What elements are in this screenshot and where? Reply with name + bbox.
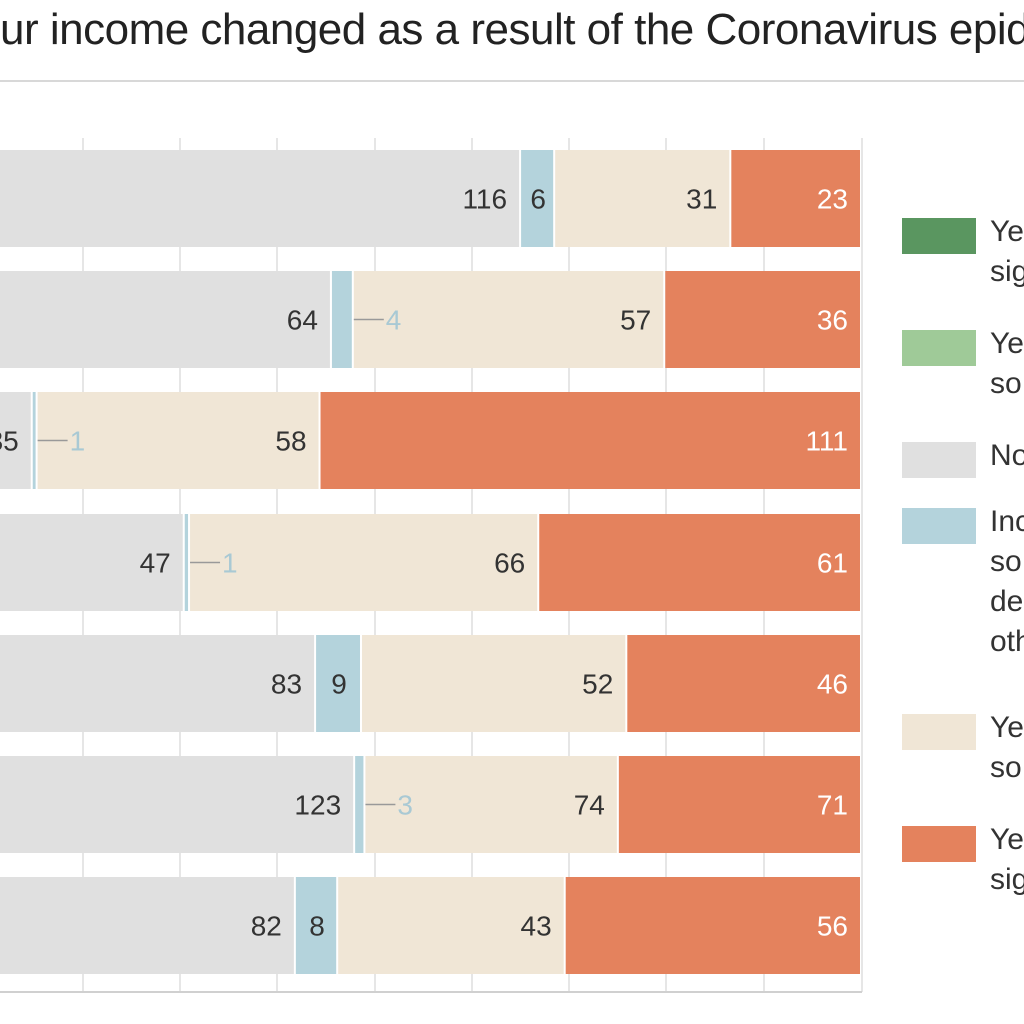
data-label: 6 [530, 184, 546, 215]
legend-swatch [902, 442, 976, 478]
legend-label: Ye sig [990, 215, 1024, 288]
bar-segment-no [0, 392, 31, 489]
data-label: 46 [817, 669, 848, 700]
bar-row: 56 43 8 82 [0, 877, 860, 974]
data-label: 83 [271, 669, 302, 700]
bar-segment-increased-some-decreased-other [184, 514, 189, 611]
data-label: 116 [462, 184, 507, 215]
data-label: 36 [817, 305, 848, 336]
data-label: 9 [331, 669, 347, 700]
data-label: 57 [620, 305, 651, 336]
data-label: 8 [309, 911, 325, 942]
data-label: 31 [686, 184, 717, 215]
bar-segment-yes-decreased-significantly [627, 635, 860, 732]
bar-segment-no [0, 756, 354, 853]
bar-segment-yes-decreased-significantly [320, 392, 860, 489]
data-label: 111 [805, 426, 848, 457]
bar-segment-no [0, 635, 315, 732]
data-label: 43 [521, 911, 552, 942]
legend-label: No [990, 439, 1024, 472]
bar-segment-yes-decreased-somewhat [362, 635, 626, 732]
bar-segment-yes-decreased-somewhat [338, 877, 564, 974]
legend-swatch [902, 218, 976, 254]
data-label: 1 [222, 548, 238, 579]
data-label: 82 [251, 911, 282, 942]
bar-row: 7174312321 [0, 756, 860, 853]
bar-segment-yes-decreased-significantly [565, 877, 860, 974]
legend-label: Ye sig [990, 823, 1024, 896]
data-label: 1 [70, 426, 86, 457]
bar-segment-no [0, 150, 520, 247]
data-label: 74 [574, 790, 605, 821]
bar-segment-increased-some-decreased-other [331, 271, 352, 368]
legend-swatch [902, 826, 976, 862]
bar-segment-yes-decreased-somewhat [555, 150, 730, 247]
legend-label: Inc so de oth [990, 505, 1024, 658]
data-label: 66 [494, 548, 525, 579]
bar-row: 616614714 [0, 514, 860, 611]
bar-segment-no [0, 877, 294, 974]
data-label: 4 [386, 305, 402, 336]
bar-segment-yes-decreased-somewhat [365, 756, 617, 853]
bar-row: 46529836 [0, 635, 860, 732]
data-label: 56 [817, 911, 848, 942]
title-divider [0, 80, 1024, 82]
bar-segment-increased-some-decreased-other [316, 635, 360, 732]
bar-segment-yes-decreased-somewhat [190, 514, 538, 611]
bar-segment-increased-some-decreased-other [355, 756, 364, 853]
data-label: 3 [397, 790, 413, 821]
bar-row: 111 58 1 35 [0, 392, 860, 489]
bar-segment-increased-some-decreased-other [521, 150, 554, 247]
legend-label: Ye so [990, 711, 1024, 784]
data-label: 71 [817, 790, 848, 821]
chart-title: ur income changed as a result of the Cor… [0, 5, 1024, 54]
data-label: 23 [817, 184, 848, 215]
legend-label: Ye so [990, 327, 1024, 400]
data-label: 58 [275, 426, 306, 457]
legend-swatch [902, 714, 976, 750]
bar-segment-yes-decreased-somewhat [353, 271, 664, 368]
data-label: 123 [294, 790, 341, 821]
legend-swatch [902, 508, 976, 544]
bar-segment-yes-decreased-significantly [539, 514, 860, 611]
bar-segment-increased-some-decreased-other [295, 877, 337, 974]
bar-segment-yes-decreased-significantly [618, 756, 860, 853]
data-label: 47 [140, 548, 171, 579]
legend-swatch [902, 330, 976, 366]
data-label: 52 [582, 669, 613, 700]
data-label: 35 [0, 426, 19, 457]
bar-segment-yes-decreased-somewhat [37, 392, 319, 489]
bar-row: 23 31 6 116 [0, 150, 860, 247]
bar-segment-no [0, 514, 183, 611]
bar-segment-increased-some-decreased-other [32, 392, 36, 489]
data-label: 64 [287, 305, 318, 336]
data-label: 61 [817, 548, 848, 579]
bar-segment-yes-decreased-significantly [665, 271, 860, 368]
bar-row: 3657464157 [0, 271, 860, 368]
bar-segment-no [0, 271, 330, 368]
bar-segment-yes-decreased-significantly [731, 150, 860, 247]
